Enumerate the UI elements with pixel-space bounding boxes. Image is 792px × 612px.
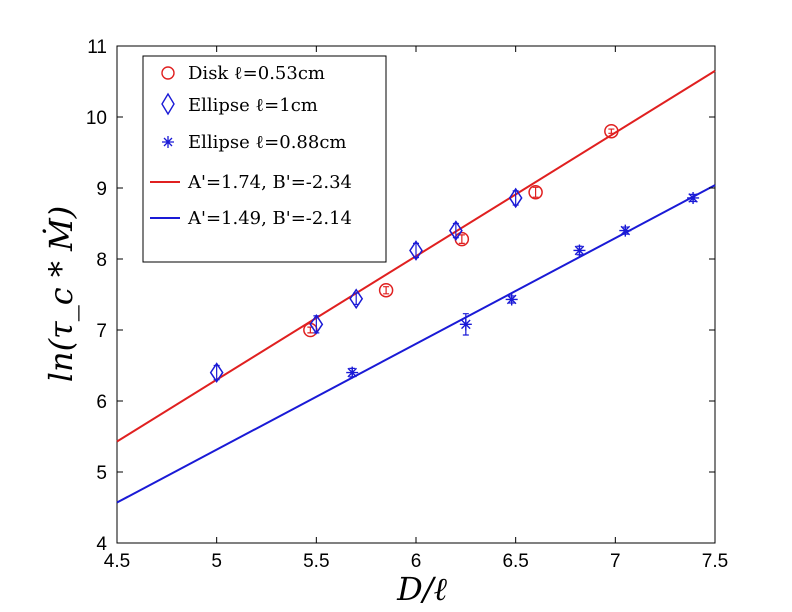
legend-entry-blue-fit: A'=1.49, B'=-2.14 xyxy=(187,208,352,229)
data-point-asterisk-1 xyxy=(459,313,472,336)
y-tick-label: 4 xyxy=(96,534,107,555)
legend-diamond-marker xyxy=(161,92,175,116)
data-point-diamond-1 xyxy=(309,313,324,335)
x-tick-label: 7.5 xyxy=(702,551,728,572)
data-point-asterisk-4 xyxy=(619,224,632,237)
x-tick-label: 7 xyxy=(610,551,621,572)
x-tick-label: 5 xyxy=(211,551,222,572)
axis-ticks xyxy=(116,45,716,544)
x-tick-label: 4.5 xyxy=(104,551,130,572)
y-tick-label: 7 xyxy=(96,321,107,342)
data-point-circle-3 xyxy=(528,185,543,200)
fit-line-1 xyxy=(116,184,716,504)
data-point-diamond-2 xyxy=(349,288,364,310)
legend-entry-ellipse-088cm: Ellipse ℓ=0.88cm xyxy=(188,132,346,153)
y-tick-label: 8 xyxy=(96,250,107,271)
y-tick-label: 10 xyxy=(86,108,107,129)
data-point-circle-4 xyxy=(604,123,619,139)
x-tick-label: 5.5 xyxy=(303,551,329,572)
legend: Disk ℓ=0.53cm Ellipse ℓ=1cm Ellipse ℓ=0.… xyxy=(142,55,387,263)
legend-asterisk-marker xyxy=(162,136,174,148)
y-tick-label: 6 xyxy=(96,392,107,413)
data-point-asterisk-5 xyxy=(687,191,700,204)
legend-box xyxy=(142,55,387,263)
data-point-diamond-4 xyxy=(448,220,463,241)
data-point-diamond-5 xyxy=(508,187,523,209)
tick-labels: 4.5 5 5.5 6 6.5 7 7.5 4 5 6 7 8 9 10 11 xyxy=(86,37,728,572)
legend-circle-marker xyxy=(161,66,175,80)
y-tick-label: 11 xyxy=(87,37,107,58)
x-tick-label: 6.5 xyxy=(502,551,528,572)
y-axis-label: ln(τ_c * Ṁ) xyxy=(42,206,80,383)
x-tick-label: 6 xyxy=(411,551,422,572)
legend-entry-red-fit: A'=1.74, B'=-2.34 xyxy=(187,172,352,193)
data-point-asterisk-0 xyxy=(346,366,359,379)
data-point-circle-1 xyxy=(378,282,394,298)
legend-entry-disk: Disk ℓ=0.53cm xyxy=(188,63,325,84)
y-tick-label: 5 xyxy=(96,463,107,484)
data-point-asterisk-3 xyxy=(573,244,586,257)
data-point-diamond-3 xyxy=(409,240,423,261)
data-point-diamond-0 xyxy=(209,362,224,383)
data-points xyxy=(209,123,700,383)
x-axis-label: D/ℓ xyxy=(396,570,447,608)
legend-entry-ellipse-1cm: Ellipse ℓ=1cm xyxy=(188,95,318,116)
y-tick-label: 9 xyxy=(96,179,107,200)
data-point-asterisk-2 xyxy=(505,293,518,306)
